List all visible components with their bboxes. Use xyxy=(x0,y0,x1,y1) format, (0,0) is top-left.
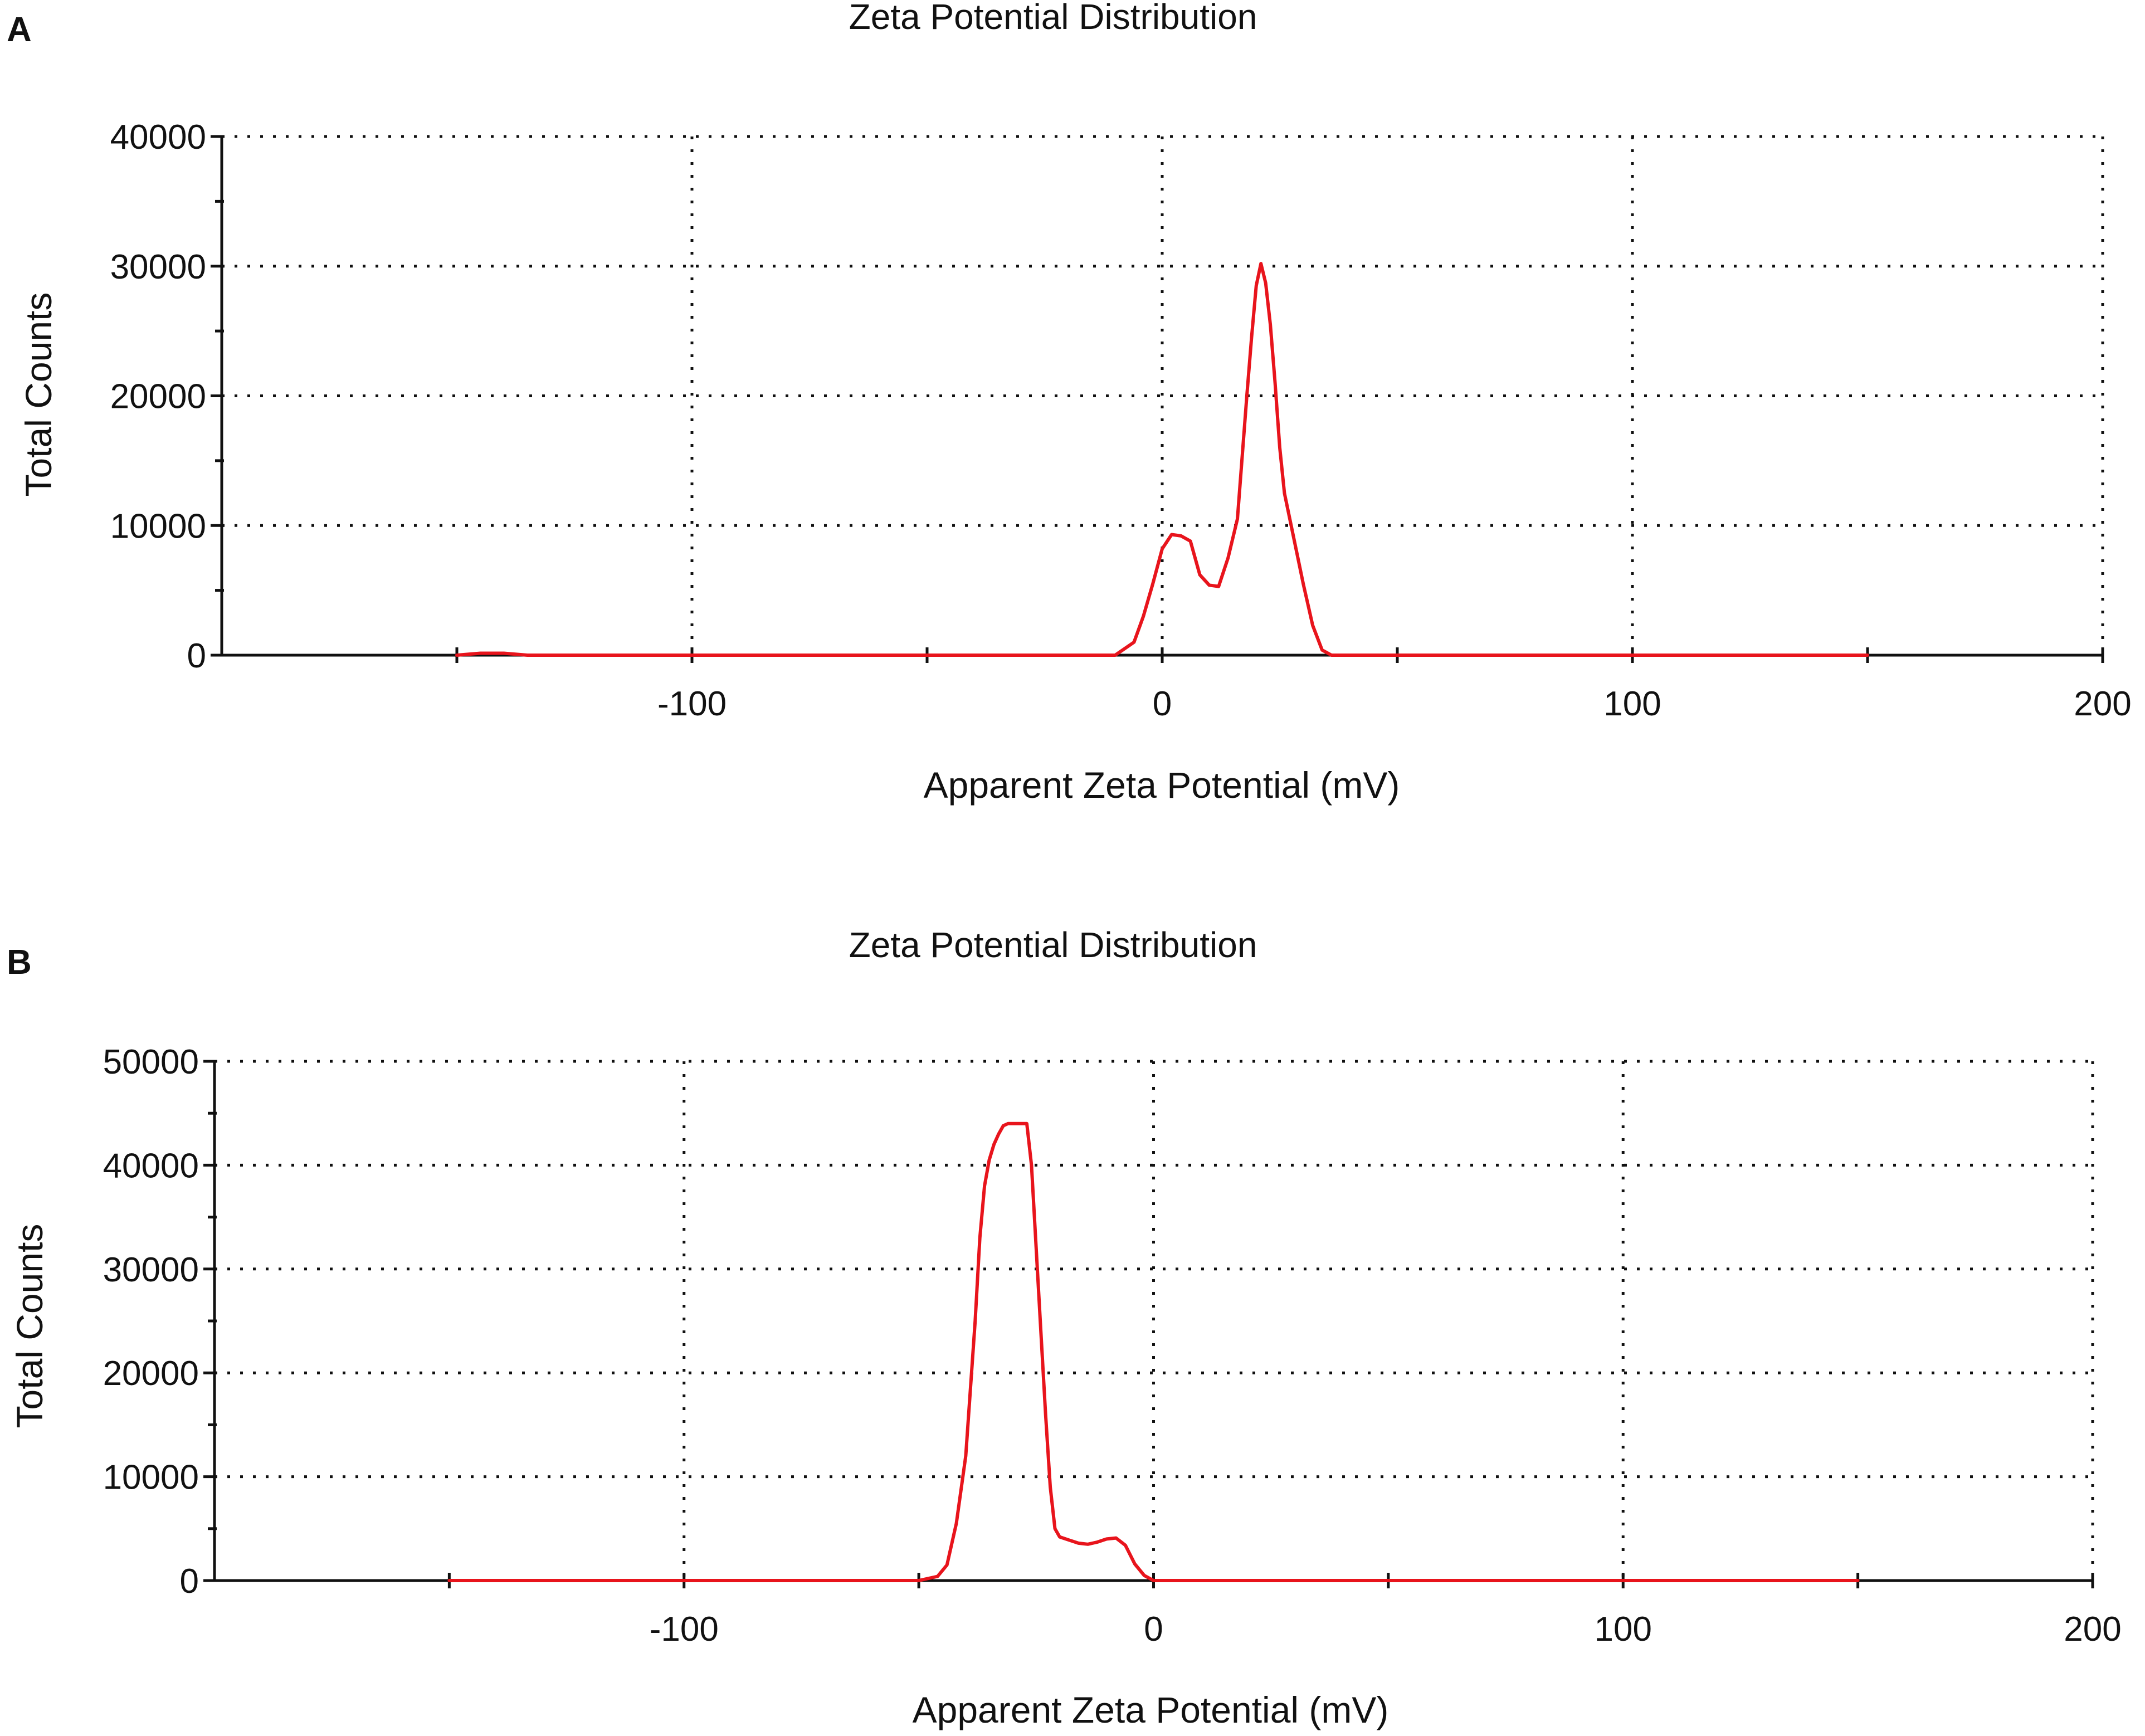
tick-labels-a: -100 0 100 200 0 10000 20000 30000 40000 xyxy=(110,118,2132,723)
series-layer-a xyxy=(455,262,1869,657)
y-tick-label-a: 20000 xyxy=(110,378,206,416)
series-line-a xyxy=(455,262,1869,657)
y-tick-label-b: 20000 xyxy=(103,1354,199,1393)
x-tick-label-b: -100 xyxy=(650,1610,719,1649)
x-tick-label-a: 200 xyxy=(2074,685,2131,723)
chart-title-b: Zeta Potential Distribution xyxy=(849,925,1257,965)
y-tick-label-b: 30000 xyxy=(103,1251,199,1289)
gridlines-a xyxy=(222,135,2104,655)
x-tick-label-b: 200 xyxy=(2064,1610,2121,1649)
y-tick-label-a: 10000 xyxy=(110,507,206,545)
series-line-b xyxy=(447,1121,1860,1582)
y-tick-label-b: 10000 xyxy=(103,1459,199,1497)
panel-letter-b: B xyxy=(7,943,32,982)
tick-labels-b: -100 0 100 200 0 10000 20000 30000 40000 50000 xyxy=(103,1043,2122,1649)
y-tick-label-b: 50000 xyxy=(103,1043,199,1081)
x-tick-label-a: 100 xyxy=(1603,685,1661,723)
x-tick-label-b: 0 xyxy=(1144,1610,1163,1649)
x-axis-label-b: Apparent Zeta Potential (mV) xyxy=(913,1689,1389,1730)
x-tick-label-a: -100 xyxy=(657,685,727,723)
x-tick-label-b: 100 xyxy=(1595,1610,1652,1649)
y-tick-label-a: 40000 xyxy=(110,118,206,157)
chart-title-a: Zeta Potential Distribution xyxy=(849,0,1257,37)
y-axis-label-a: Total Counts xyxy=(18,292,59,497)
axes-a xyxy=(211,135,2104,663)
y-axis-label-b: Total Counts xyxy=(9,1224,50,1428)
chart-panel-a: A Zeta Potential Distribution -100 0 100 20… xyxy=(7,0,2132,806)
axes-b xyxy=(203,1060,2094,1588)
y-tick-label-b: 40000 xyxy=(103,1147,199,1185)
panel-letter-a: A xyxy=(7,11,32,49)
y-tick-label-b: 0 xyxy=(180,1562,199,1601)
y-tick-label-a: 0 xyxy=(187,637,206,675)
gridlines-b xyxy=(214,1060,2094,1581)
chart-panel-b: B Zeta Potential Distribution -100 0 100 20… xyxy=(7,925,2122,1730)
y-tick-label-a: 30000 xyxy=(110,248,206,286)
x-axis-label-a: Apparent Zeta Potential (mV) xyxy=(924,764,1400,806)
x-tick-label-a: 0 xyxy=(1153,685,1172,723)
series-layer-b xyxy=(447,1121,1860,1582)
